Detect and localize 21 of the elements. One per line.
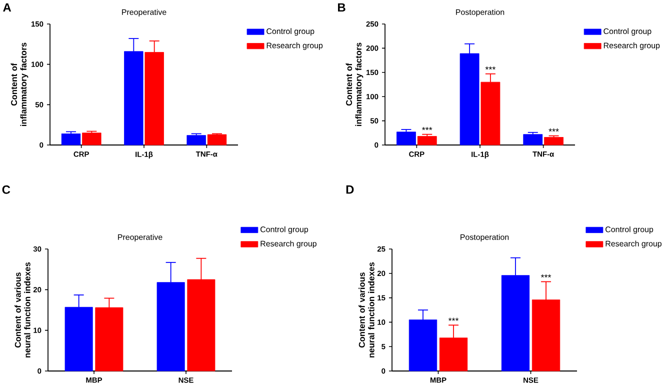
annotation: *** [448,318,459,321]
bar [186,135,206,146]
bar [82,132,102,146]
bar [207,134,227,146]
bar [523,134,543,146]
text: B [338,3,346,12]
y-axis-title: Content of inflammatory factors [10,42,28,126]
text: A [3,3,12,12]
y-axis-title: Content of various neural function indexes [14,262,30,358]
y-axis-title: Content of various neural function indexes [358,262,374,358]
text: D [346,185,354,194]
annotation: *** [548,128,559,132]
bar [544,137,564,146]
annotation: *** [540,274,552,278]
bar [396,132,416,146]
annotation: *** [422,126,432,130]
text: C [2,185,10,194]
bar [417,136,437,146]
annotation: *** [485,66,496,70]
y-axis-title: Content of inflammatory factors [346,42,364,126]
bar [61,134,81,146]
